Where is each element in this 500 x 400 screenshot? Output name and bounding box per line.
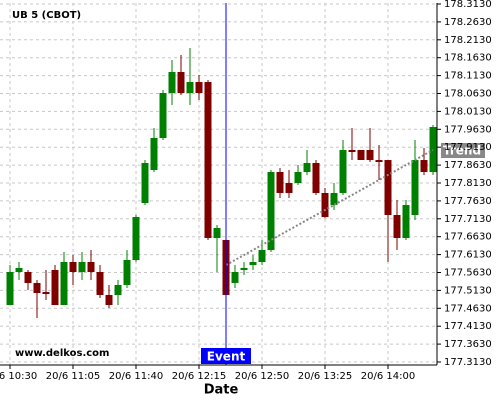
y-tick-label: 177.5130 xyxy=(444,285,492,296)
candle-body xyxy=(303,162,311,173)
watermark: www.delkos.com xyxy=(15,348,109,359)
candle-body xyxy=(231,271,239,283)
candle-body xyxy=(33,282,41,294)
marks xyxy=(6,47,437,318)
y-tick-label: 177.9630 xyxy=(444,124,492,135)
candle-body xyxy=(249,262,257,266)
candle-body xyxy=(402,205,410,238)
candle-body xyxy=(87,262,95,272)
candle-body xyxy=(285,182,293,193)
event-label: Event xyxy=(207,350,246,364)
candle-body xyxy=(339,149,347,193)
candle-body xyxy=(78,262,86,272)
candle-body xyxy=(96,271,104,295)
y-tick-label: 177.6630 xyxy=(444,232,492,243)
trend-line xyxy=(225,149,434,266)
x-tick-label: 20/6 12:15 xyxy=(172,371,226,382)
y-tick-label: 177.7130 xyxy=(444,214,492,225)
x-tick-label: 20/6 12:50 xyxy=(235,371,289,382)
candle-body xyxy=(69,262,77,272)
y-tick-label: 178.1630 xyxy=(444,53,492,64)
x-tick-label: 20/6 10:30 xyxy=(0,371,37,382)
y-tick-label: 177.8130 xyxy=(444,178,492,189)
candle-body xyxy=(330,192,338,206)
y-tick-label: 177.6130 xyxy=(444,250,492,261)
y-tick-label: 177.8630 xyxy=(444,160,492,171)
x-tick-label: 20/6 11:05 xyxy=(46,371,100,382)
candle-body xyxy=(177,71,185,93)
y-tick-label: 178.3130 xyxy=(444,0,492,10)
candle-body xyxy=(132,217,140,261)
candle-body xyxy=(240,267,248,270)
y-tick-label: 177.3630 xyxy=(444,339,492,350)
overlay: Trend Event xyxy=(201,3,485,365)
candle-body xyxy=(357,149,365,161)
y-tick-label: 177.4630 xyxy=(444,303,492,314)
candle-body xyxy=(15,267,23,272)
y-tick-label: 178.2130 xyxy=(444,35,492,46)
trend-label: Trend xyxy=(443,143,481,157)
candle-body xyxy=(276,172,284,193)
candle-body xyxy=(168,71,176,93)
candle-body xyxy=(321,192,329,218)
y-tick-label: 178.0630 xyxy=(444,89,492,100)
x-tick-label: 20/6 14:00 xyxy=(361,371,415,382)
candle-body xyxy=(204,82,212,238)
candle-body xyxy=(366,149,374,161)
candle-body xyxy=(51,269,59,306)
trend-label-bg xyxy=(441,142,485,158)
x-tick-label: 20/6 11:40 xyxy=(109,371,163,382)
candle-body xyxy=(429,127,437,173)
candle-body xyxy=(150,137,158,171)
y-tick-label: 177.7630 xyxy=(444,196,492,207)
y-tick-label: 177.4130 xyxy=(444,321,492,332)
candle-body xyxy=(393,215,401,238)
candle-body xyxy=(420,160,428,173)
y-tick-label: 178.2630 xyxy=(444,17,492,28)
x-tick-label: 20/6 13:25 xyxy=(298,371,352,382)
candle-body xyxy=(114,284,122,295)
candle-body xyxy=(42,292,50,295)
candle-body xyxy=(159,92,167,138)
candle-body xyxy=(141,162,149,204)
candle-body xyxy=(195,82,203,93)
candle-body xyxy=(6,271,14,306)
candle-body xyxy=(375,160,383,162)
y-tick-label: 178.1130 xyxy=(444,71,492,82)
event-label-bg xyxy=(201,348,251,364)
candle-body xyxy=(348,149,356,152)
candle-body xyxy=(312,162,320,193)
y-tick-label: 178.0130 xyxy=(444,106,492,117)
x-axis-title: Date xyxy=(204,383,239,398)
chart-title: UB 5 (CBOT) xyxy=(12,10,81,21)
candle-body xyxy=(60,262,68,306)
candle-body xyxy=(186,82,194,93)
candle-body xyxy=(384,160,392,216)
candle-body xyxy=(258,250,266,263)
candle-body xyxy=(294,172,302,183)
candle-body xyxy=(24,271,32,283)
candle-body xyxy=(123,260,131,285)
candle-body xyxy=(411,160,419,216)
y-tick-label: 177.3130 xyxy=(444,357,492,368)
y-tick-label: 177.9130 xyxy=(444,142,492,153)
candle-body xyxy=(213,227,221,238)
candle-body xyxy=(105,294,113,306)
candle-body xyxy=(267,172,275,251)
y-tick-label: 177.5630 xyxy=(444,267,492,278)
